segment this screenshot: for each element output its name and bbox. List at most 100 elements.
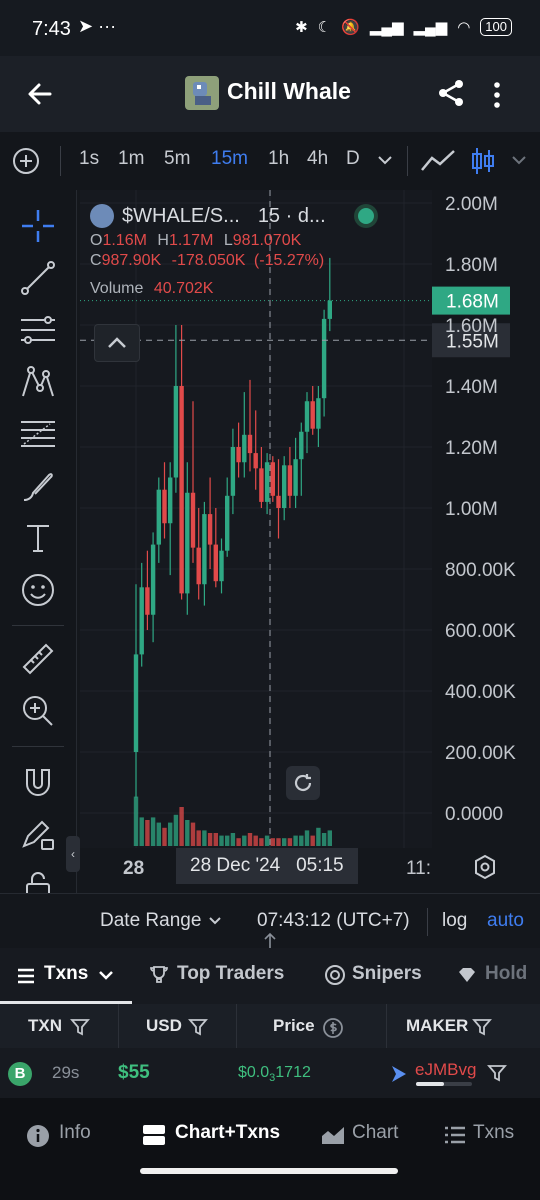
settings-hex-icon[interactable] bbox=[473, 854, 497, 880]
app-bar: Chill Whale bbox=[0, 56, 540, 132]
fib-retracement-icon[interactable] bbox=[18, 414, 58, 454]
maker-address[interactable]: eJMBvg bbox=[415, 1060, 477, 1079]
candle bbox=[253, 453, 258, 469]
candle bbox=[270, 462, 275, 496]
volume-bar bbox=[190, 822, 196, 846]
text-tool-icon[interactable] bbox=[18, 518, 58, 558]
filter-icon[interactable] bbox=[70, 1018, 90, 1036]
candle bbox=[207, 514, 213, 545]
interval-5m[interactable]: 5m bbox=[164, 148, 191, 169]
candle bbox=[179, 386, 184, 594]
trend-line-icon[interactable] bbox=[18, 258, 58, 298]
collapse-tools-handle[interactable]: ‹ bbox=[66, 836, 80, 872]
last-price-tag bbox=[432, 286, 510, 315]
divider bbox=[12, 625, 64, 626]
txn-tabs: Txns Top Traders Snipers Hold bbox=[0, 948, 540, 1005]
horizontal-lines-icon[interactable] bbox=[18, 310, 58, 350]
y-tick-label: 0.0000 bbox=[445, 804, 503, 825]
chevron-down-icon[interactable] bbox=[208, 916, 222, 926]
nav-txns[interactable]: Txns bbox=[473, 1122, 515, 1143]
candlestick-chart[interactable]: 1.68M 1.55M 2.00M 1.80M 1.60M 1.40M 1.20M 1.00… bbox=[0, 190, 540, 893]
x-crosshair-label: 28 Dec '24 05:15 bbox=[176, 848, 358, 884]
collapse-legend-button[interactable] bbox=[94, 324, 140, 362]
utc-clock[interactable]: 07:43:12 (UTC+7) bbox=[257, 910, 410, 931]
filter-icon[interactable] bbox=[188, 1018, 208, 1036]
interval-15m[interactable]: 15m bbox=[211, 148, 248, 169]
tab-holders[interactable]: Hold bbox=[485, 963, 528, 984]
last-price-label: 1.68M bbox=[446, 292, 499, 313]
pencil-lock-icon[interactable] bbox=[18, 814, 58, 854]
candle bbox=[282, 465, 287, 508]
candlestick-chart-type-icon[interactable] bbox=[470, 146, 496, 176]
magnet-icon[interactable] bbox=[18, 762, 58, 802]
back-arrow-icon[interactable] bbox=[24, 78, 56, 110]
list-icon bbox=[445, 1126, 465, 1144]
volume-bar bbox=[225, 835, 230, 846]
nav-chart-txns[interactable]: Chart+Txns bbox=[175, 1122, 281, 1143]
drawing-tools-panel bbox=[0, 190, 77, 946]
add-indicator-icon[interactable] bbox=[12, 147, 40, 175]
tab-top-traders[interactable]: Top Traders bbox=[177, 963, 285, 984]
volume-bar bbox=[264, 835, 270, 846]
chevron-down-icon[interactable] bbox=[511, 154, 527, 166]
txn-age: 29s bbox=[52, 1063, 80, 1082]
volume-bar bbox=[196, 830, 201, 846]
volume-bar bbox=[168, 822, 173, 846]
pattern-tool-icon[interactable] bbox=[18, 362, 58, 402]
reset-chart-button[interactable] bbox=[286, 766, 320, 800]
interval-D[interactable]: D bbox=[346, 148, 360, 169]
info-icon bbox=[27, 1125, 49, 1147]
interval-1m[interactable]: 1m bbox=[118, 148, 145, 169]
y-tick-label: 600.00K bbox=[445, 621, 516, 642]
candle bbox=[150, 544, 156, 615]
auto-toggle[interactable]: auto bbox=[487, 910, 524, 931]
y-tick-label: 2.00M bbox=[445, 194, 498, 215]
volume-bar bbox=[304, 830, 310, 846]
interval-1s[interactable]: 1s bbox=[79, 148, 100, 169]
share-icon[interactable] bbox=[436, 78, 466, 108]
crosshair-icon[interactable] bbox=[18, 206, 58, 246]
ruler-icon[interactable] bbox=[18, 639, 58, 679]
filter-icon[interactable] bbox=[472, 1018, 492, 1036]
emoji-icon[interactable] bbox=[18, 570, 58, 610]
volume-bar bbox=[202, 830, 207, 846]
candle bbox=[225, 495, 230, 551]
candle bbox=[264, 462, 270, 502]
refresh-icon bbox=[294, 774, 312, 792]
brush-icon[interactable] bbox=[18, 466, 58, 506]
log-toggle[interactable]: log bbox=[442, 910, 468, 931]
tab-txns[interactable]: Txns bbox=[0, 948, 132, 1004]
trophy-icon bbox=[150, 966, 168, 983]
y-tick-label: 1.60M bbox=[445, 316, 498, 337]
date-range-button[interactable]: Date Range bbox=[100, 910, 202, 931]
divider bbox=[427, 908, 428, 936]
currency-toggle-icon[interactable] bbox=[322, 1017, 344, 1039]
filter-icon[interactable] bbox=[487, 1064, 507, 1082]
volume-bar bbox=[179, 807, 184, 846]
candle bbox=[247, 434, 253, 454]
tab-snipers[interactable]: Snipers bbox=[352, 963, 422, 984]
close-change-row: C987.90K -178.050K (-15.27%) bbox=[90, 252, 325, 269]
candle bbox=[327, 300, 332, 319]
nav-info[interactable]: Info bbox=[59, 1122, 91, 1143]
table-row[interactable]: B 29s $55 $0.031712 eJMBvg bbox=[0, 1048, 540, 1098]
chevron-down-icon[interactable] bbox=[377, 154, 393, 166]
zoom-in-icon[interactable] bbox=[18, 691, 58, 731]
nav-chart[interactable]: Chart bbox=[352, 1122, 399, 1143]
interval-1h[interactable]: 1h bbox=[268, 148, 290, 169]
volume-bar bbox=[236, 838, 241, 846]
volume-bar bbox=[213, 833, 218, 846]
token-avatar bbox=[185, 76, 219, 110]
volume-bar bbox=[185, 820, 190, 846]
token-avatar-small bbox=[90, 204, 114, 228]
candle bbox=[202, 514, 207, 585]
y-tick-label: 200.00K bbox=[445, 743, 516, 764]
y-tick-label: 800.00K bbox=[445, 560, 516, 581]
candle bbox=[299, 431, 304, 460]
more-options-icon[interactable] bbox=[492, 80, 502, 110]
divider bbox=[386, 1004, 387, 1048]
line-chart-type-icon[interactable] bbox=[420, 148, 456, 174]
col-price: Price bbox=[273, 1016, 315, 1035]
interval-4h[interactable]: 4h bbox=[307, 148, 329, 169]
col-maker: MAKER bbox=[406, 1016, 469, 1035]
